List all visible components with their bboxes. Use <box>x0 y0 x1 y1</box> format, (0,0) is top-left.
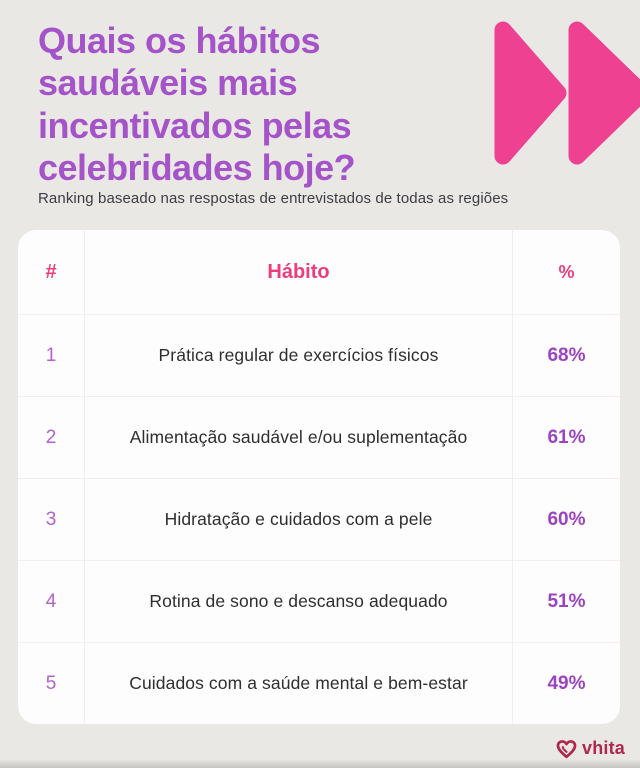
percent-value: 49% <box>547 672 586 694</box>
bottom-edge-shadow <box>0 759 640 768</box>
table-row: 5 Cuidados com a saúde mental e bem-esta… <box>18 642 620 724</box>
rank-value: 3 <box>18 479 85 560</box>
table-header-row: # Hábito % <box>18 230 620 314</box>
page-title: Quais os hábitos saudáveis mais incentiv… <box>38 20 488 190</box>
title-line-4: celebridades hoje? <box>38 147 356 189</box>
ranking-table: # Hábito % 1 Prática regular de exercíci… <box>18 230 620 724</box>
table-row: 3 Hidratação e cuidados com a pele 60% <box>18 478 620 560</box>
title-line-3: incentivados pelas <box>38 104 352 146</box>
brand-name: vhita <box>581 738 625 758</box>
table-row: 1 Prática regular de exercícios físicos … <box>18 314 620 396</box>
fast-forward-icon <box>494 21 640 165</box>
rank-value: 2 <box>18 397 85 478</box>
column-header-rank: # <box>18 230 85 314</box>
rank-value: 5 <box>18 643 85 724</box>
percent-value: 51% <box>547 590 586 612</box>
subtitle: Ranking baseado nas respostas de entrevi… <box>38 190 509 207</box>
title-line-1: Quais os hábitos <box>38 20 321 61</box>
percent-value: 60% <box>547 508 586 530</box>
percent-value: 61% <box>547 426 586 448</box>
rank-value: 4 <box>18 561 85 642</box>
table-row: 2 Alimentação saudável e/ou suplementaçã… <box>18 396 620 478</box>
habit-value: Alimentação saudável e/ou suplementação <box>85 397 513 478</box>
habit-value: Cuidados com a saúde mental e bem-estar <box>85 643 513 724</box>
habit-value: Rotina de sono e descanso adequado <box>85 561 513 642</box>
habit-value: Hidratação e cuidados com a pele <box>85 479 513 560</box>
title-line-2: saudáveis mais <box>38 62 298 104</box>
habit-value: Prática regular de exercícios físicos <box>85 315 513 396</box>
percent-value: 68% <box>547 344 586 366</box>
brand-logo: vhita <box>556 738 625 759</box>
table-row: 4 Rotina de sono e descanso adequado 51% <box>18 560 620 642</box>
heart-icon <box>556 739 577 758</box>
column-header-habit: Hábito <box>85 230 513 314</box>
column-header-percent: % <box>558 261 575 282</box>
rank-value: 1 <box>18 315 85 396</box>
